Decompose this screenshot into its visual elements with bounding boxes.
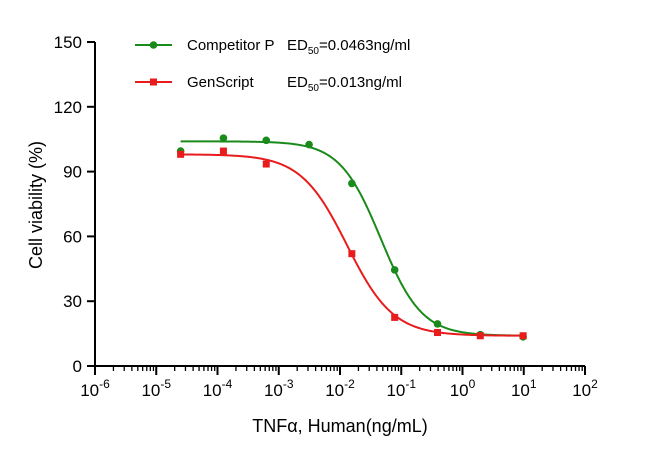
legend-ed50: ED50=0.013ng/ml <box>287 74 402 94</box>
y-tick-label: 120 <box>54 98 82 117</box>
x-tick-exponent: -4 <box>222 377 233 391</box>
x-tick-label: 10-3 <box>264 377 294 400</box>
x-tick-base: 10 <box>80 381 99 400</box>
data-point <box>391 313 399 321</box>
legend-series-name: GenScript <box>187 74 255 91</box>
x-tick-base: 10 <box>264 381 283 400</box>
x-tick-exponent: 2 <box>591 377 598 391</box>
data-point <box>476 332 484 340</box>
x-tick-label: 102 <box>572 377 598 400</box>
legend-ed50: ED50=0.0463ng/ml <box>287 37 410 57</box>
legend-ed50-value: =0.0463ng/ml <box>319 37 410 54</box>
legend-ed50-subscript: 50 <box>308 46 320 57</box>
x-tick-exponent: 1 <box>530 377 537 391</box>
legend-marker <box>150 78 157 86</box>
x-tick-exponent: -6 <box>99 377 110 391</box>
x-tick-base: 10 <box>450 381 469 400</box>
data-point <box>348 250 356 258</box>
data-point <box>177 150 185 158</box>
data-point <box>219 134 228 142</box>
data-point <box>348 179 356 188</box>
data-point <box>219 147 227 155</box>
legend-ed50-label: ED <box>287 37 308 54</box>
x-tick-base: 10 <box>141 381 160 400</box>
x-tick-base: 10 <box>572 381 591 400</box>
fit-curves <box>180 140 524 337</box>
x-tick-base: 10 <box>386 381 405 400</box>
data-point <box>433 320 442 328</box>
y-axis-title: Cell viability (%) <box>26 141 46 269</box>
x-tick-exponent: 0 <box>469 377 476 391</box>
x-tick-base: 10 <box>203 381 222 400</box>
data-points <box>176 134 527 341</box>
x-tick-label: 10-5 <box>141 377 171 400</box>
legend-series-name: Competitor P <box>187 37 275 54</box>
x-tick-exponent: -5 <box>160 377 171 391</box>
x-tick-base: 10 <box>325 381 344 400</box>
data-point <box>390 266 399 274</box>
x-tick-exponent: -2 <box>344 377 355 391</box>
y-ticks: 0 30 60 90 120 150 <box>54 33 95 376</box>
data-point <box>519 332 527 340</box>
data-point <box>433 329 441 337</box>
x-ticks: 10-6 10-5 10-4 10-3 10-2 10-1 100 101 102 <box>80 366 598 400</box>
y-tick-label: 0 <box>73 357 82 376</box>
y-tick-label: 90 <box>63 163 82 182</box>
x-tick-label: 101 <box>511 377 537 400</box>
x-tick-label: 10-4 <box>203 377 233 400</box>
legend-ed50-value: =0.013ng/ml <box>319 74 402 91</box>
y-tick-label: 30 <box>63 292 82 311</box>
data-point <box>262 160 270 168</box>
legend-marker <box>149 41 158 49</box>
x-tick-label: 10-2 <box>325 377 355 400</box>
y-tick-label: 150 <box>54 33 82 52</box>
x-tick-exponent: -1 <box>405 377 416 391</box>
x-tick-base: 10 <box>511 381 530 400</box>
x-tick-label: 10-1 <box>386 377 416 400</box>
legend-ed50-subscript: 50 <box>308 83 320 94</box>
y-tick-label: 60 <box>63 227 82 246</box>
x-tick-exponent: -3 <box>283 377 294 391</box>
x-tick-label: 100 <box>450 377 476 400</box>
legend-ed50-label: ED <box>287 74 308 91</box>
x-axis-title: TNFα, Human(ng/mL) <box>252 416 427 436</box>
data-point <box>305 140 313 149</box>
data-point <box>262 136 271 145</box>
fit-curve <box>180 140 524 337</box>
x-tick-label: 10-6 <box>80 377 110 400</box>
